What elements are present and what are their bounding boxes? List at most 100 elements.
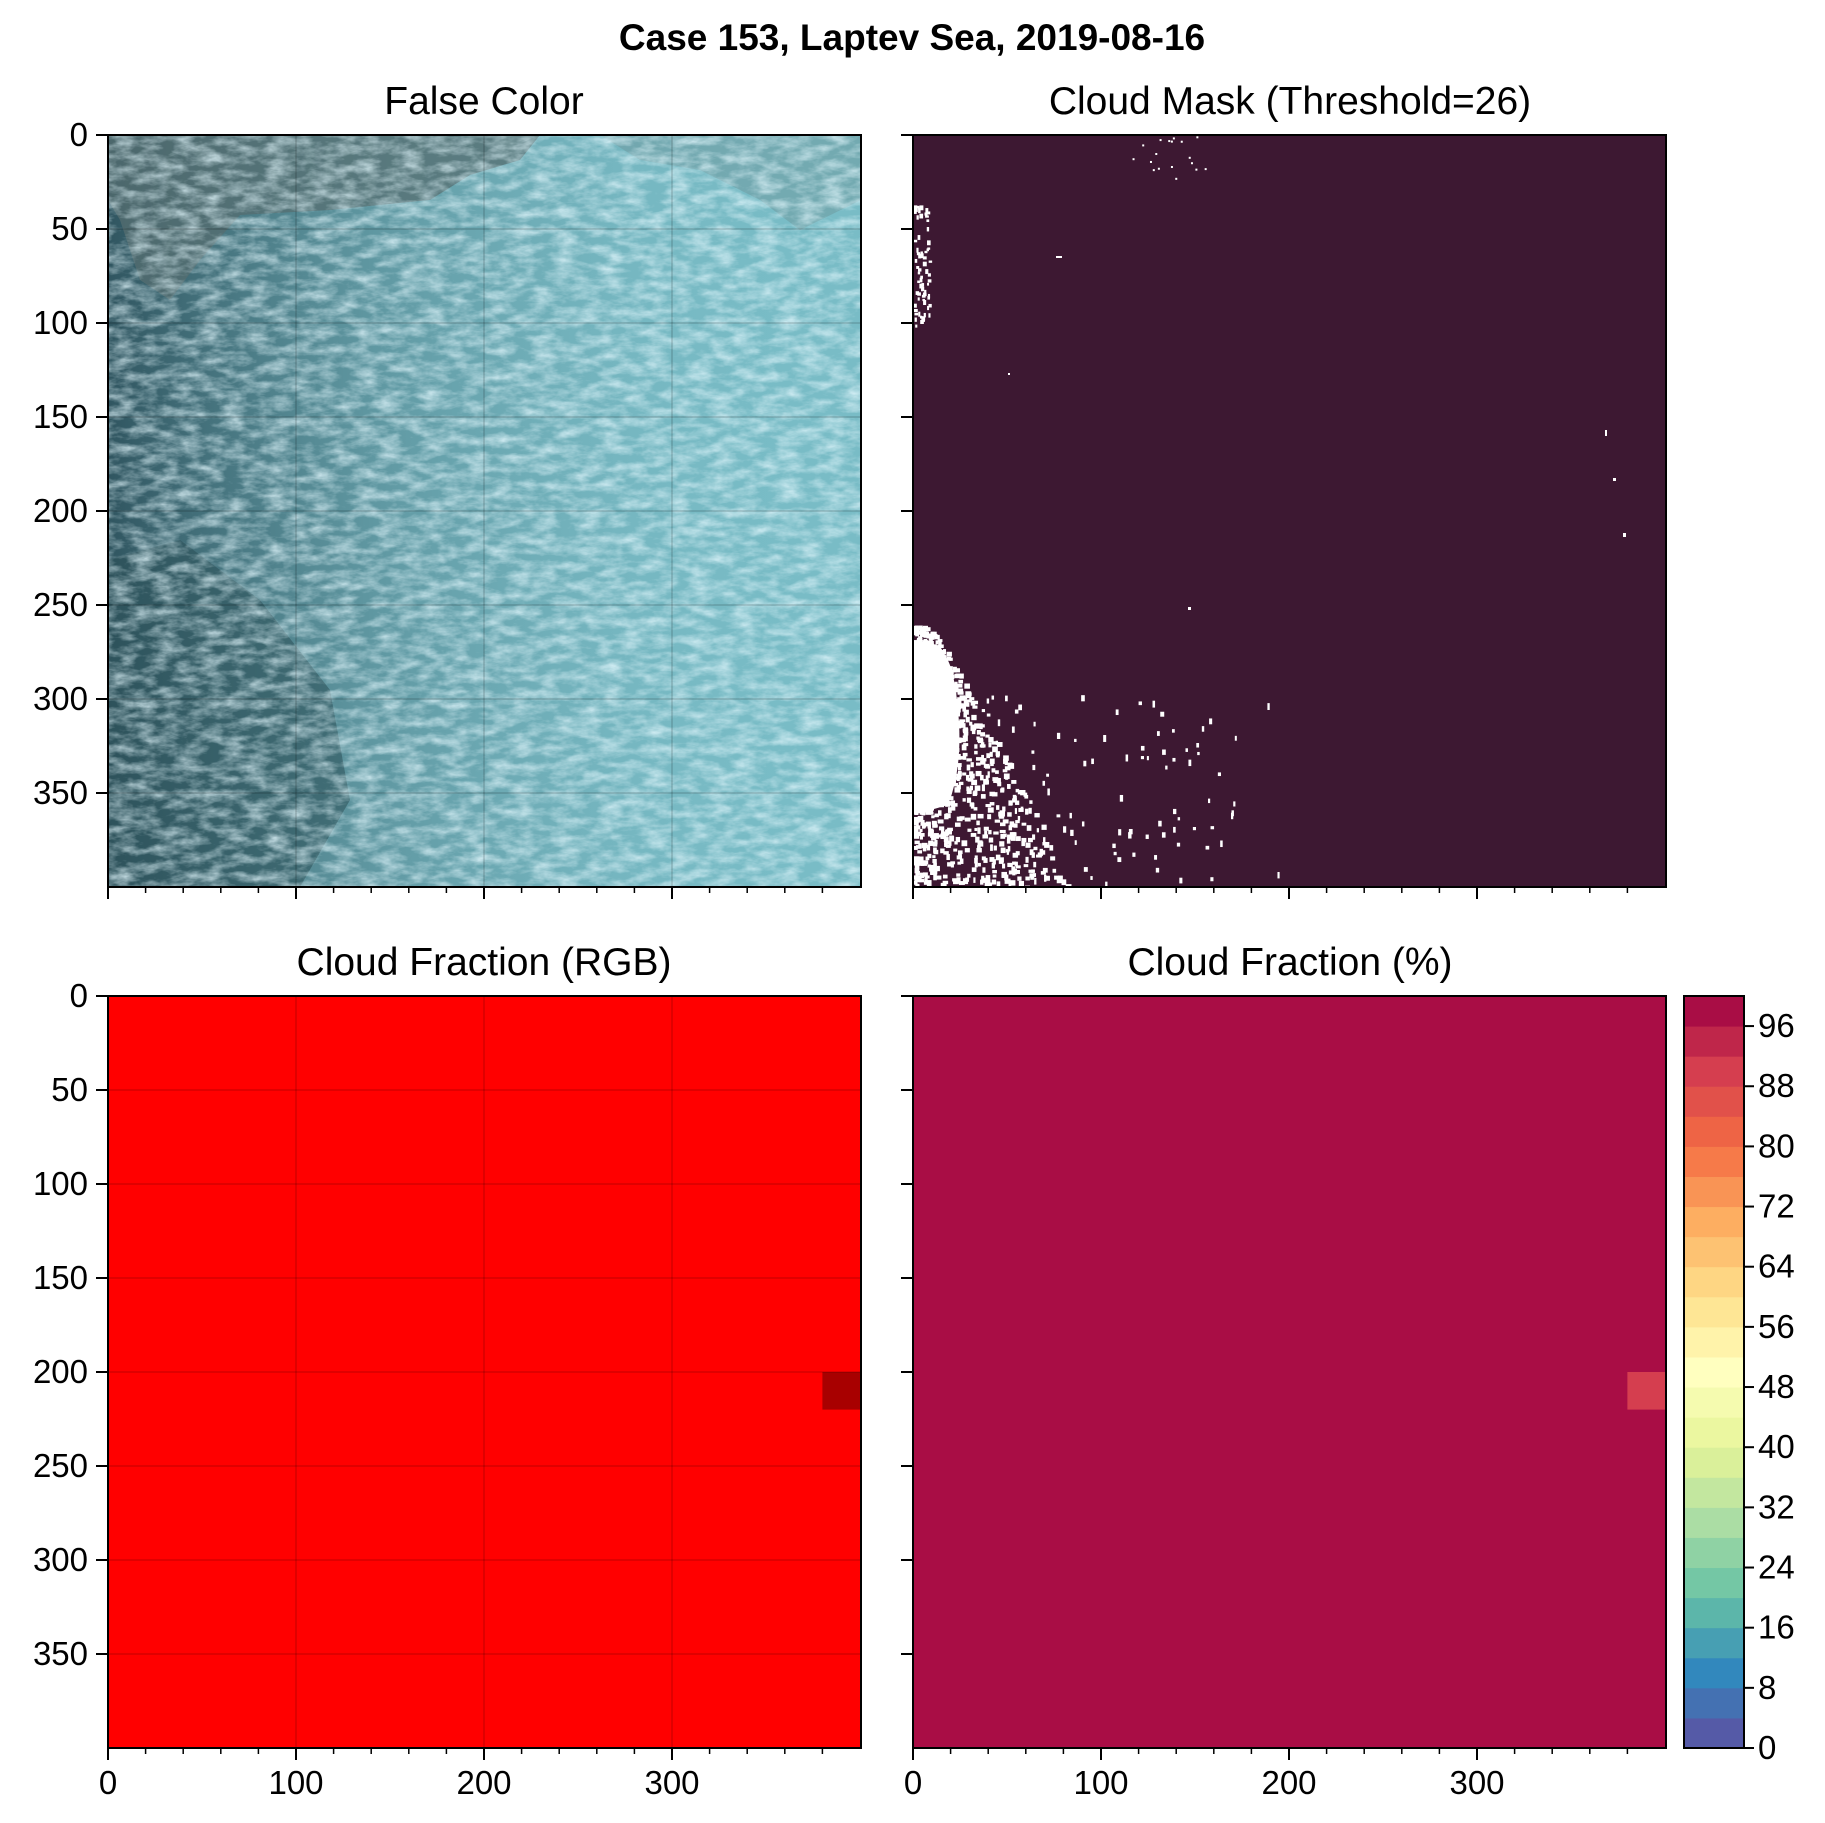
mask-clear-pixel	[973, 700, 979, 705]
mask-clear-pixel	[1105, 881, 1108, 888]
mask-clear-pixel	[1018, 880, 1024, 887]
mask-clear-pixel	[982, 834, 989, 839]
mask-clear-pixel	[1162, 749, 1166, 755]
mask-clear-pixel	[914, 258, 918, 263]
mask-clear-pixel	[1171, 729, 1175, 733]
mask-clear-pixel	[937, 644, 944, 649]
mask-clear-pixel	[1074, 840, 1077, 845]
mask-clear-pixel	[1040, 871, 1046, 875]
mask-clear-pixel	[974, 750, 978, 755]
mask-clear-pixel	[926, 227, 930, 232]
mask-clear-pixel	[914, 865, 920, 870]
mask-clear-pixel	[995, 740, 999, 745]
mask-clear-pixel	[1024, 794, 1029, 799]
mask-clear-pixel	[1613, 478, 1616, 481]
x-tick-label: 200	[456, 1764, 511, 1801]
mask-clear-pixel	[957, 688, 964, 694]
mask-clear-pixel	[964, 848, 970, 853]
mask-clear-pixel	[975, 836, 980, 843]
mask-clear-pixel	[923, 634, 928, 638]
mask-clear-pixel	[924, 212, 928, 216]
mask-clear-pixel	[1208, 798, 1211, 804]
mask-clear-pixel	[927, 279, 932, 283]
mask-clear-pixel	[1044, 874, 1047, 882]
mask-clear-pixel	[928, 260, 933, 263]
mask-clear-pixel	[933, 847, 937, 853]
mask-clear-pixel	[974, 855, 978, 860]
mask-clear-pixel	[980, 794, 986, 799]
colorbar-segment	[1684, 1627, 1744, 1659]
mask-clear-pixel	[945, 829, 950, 836]
mask-clear-pixel	[1056, 732, 1061, 739]
mask-clear-pixel	[958, 852, 962, 858]
axes-false_color: 0 50 100 150 200 250 300 350	[33, 116, 862, 899]
mask-clear-pixel	[1009, 800, 1013, 806]
mask-clear-pixel	[1054, 875, 1060, 880]
mask-clear-pixel	[933, 833, 939, 838]
colorbar-segment	[1684, 1597, 1744, 1629]
mask-clear-pixel	[916, 247, 919, 253]
mask-clear-pixel	[988, 829, 992, 835]
mask-clear-pixel	[1023, 864, 1029, 868]
mask-clear-pixel	[985, 804, 992, 808]
mask-clear-pixel	[945, 844, 951, 848]
mask-clear-pixel	[1154, 855, 1158, 860]
mask-clear-pixel	[914, 312, 919, 316]
mask-clear-pixel	[1220, 840, 1223, 848]
mask-clear-pixel	[920, 633, 925, 637]
y-tick-label: 250	[33, 586, 88, 623]
mask-clear-pixel	[1231, 810, 1234, 817]
mask-clear-pixel	[918, 209, 921, 214]
mask-clear-pixel	[971, 724, 977, 731]
mask-clear-pixel	[967, 777, 974, 782]
mask-clear-pixel	[919, 213, 924, 219]
mask-clear-pixel	[916, 639, 922, 645]
mask-clear-pixel	[928, 313, 931, 318]
mask-clear-pixel	[963, 709, 969, 715]
mask-clear-pixel	[931, 834, 937, 841]
mask-clear-pixel	[913, 833, 920, 839]
cloud-mask-clear-pixels	[913, 136, 1626, 893]
mask-clear-pixel	[1031, 869, 1035, 873]
mask-clear-pixel	[981, 724, 985, 728]
colorbar-segment	[1684, 1266, 1744, 1298]
mask-clear-pixel	[970, 762, 974, 768]
mask-clear-pixel	[917, 292, 921, 296]
mask-clear-pixel	[1177, 817, 1181, 821]
mask-clear-pixel	[943, 837, 949, 842]
mask-clear-pixel	[921, 316, 926, 321]
mask-clear-pixel	[1016, 851, 1020, 856]
mask-clear-pixel	[1056, 814, 1061, 818]
mask-clear-pixel	[1008, 870, 1015, 875]
mask-clear-pixel	[969, 697, 975, 701]
panel-cloud-mask: Cloud Mask (Threshold=26)	[913, 80, 1666, 893]
mask-clear-pixel	[957, 683, 963, 688]
mask-clear-pixel	[985, 875, 991, 881]
mask-clear-pixel	[974, 862, 978, 868]
mask-clear-pixel	[915, 324, 918, 328]
mask-clear-pixel	[1012, 870, 1016, 876]
mask-clear-pixel	[980, 742, 985, 748]
mask-clear-pixel	[913, 239, 918, 243]
mask-clear-pixel	[974, 785, 981, 791]
mask-clear-pixel	[917, 297, 920, 301]
mask-clear-pixel	[963, 699, 969, 706]
mask-clear-pixel	[1188, 759, 1192, 767]
mask-clear-pixel	[930, 640, 934, 645]
mask-clear-pixel	[928, 303, 932, 308]
mask-clear-pixel	[966, 702, 970, 707]
mask-clear-pixel	[962, 706, 967, 712]
mask-clear-pixel	[942, 880, 949, 885]
colorbar-segment	[1684, 1296, 1744, 1328]
mask-clear-pixel	[918, 878, 925, 883]
mask-clear-pixel	[913, 825, 919, 832]
mask-clear-pixel	[1052, 868, 1057, 873]
mask-clear-pixel	[975, 757, 982, 761]
mask-clear-pixel	[952, 666, 957, 673]
mask-clear-pixel	[976, 729, 981, 735]
mask-clear-pixel	[953, 880, 959, 885]
mask-clear-pixel	[971, 779, 978, 786]
mask-clear-pixel	[971, 714, 977, 721]
x-tick-label: 300	[1449, 1764, 1504, 1801]
mask-clear-pixel	[985, 775, 989, 782]
